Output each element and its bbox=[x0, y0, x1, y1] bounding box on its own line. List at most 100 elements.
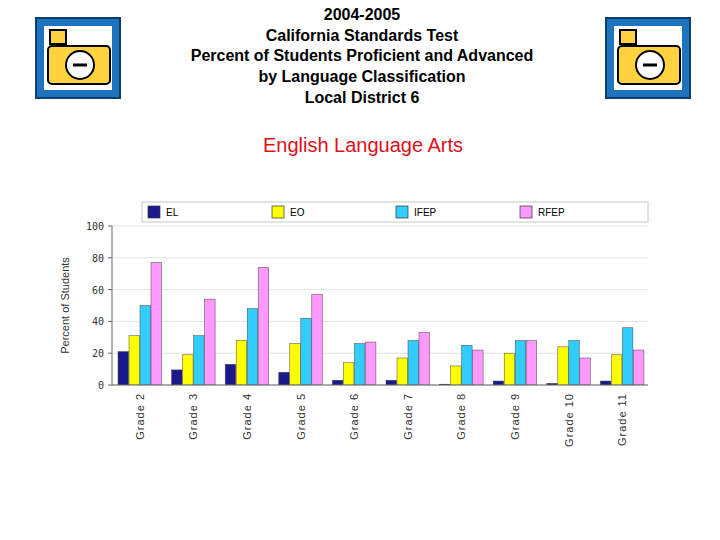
bar bbox=[225, 364, 236, 385]
bar bbox=[332, 380, 343, 385]
bar bbox=[279, 372, 290, 385]
bars bbox=[118, 263, 644, 385]
bar bbox=[493, 381, 504, 385]
bar bbox=[236, 340, 247, 385]
y-tick-label: 100 bbox=[86, 221, 104, 232]
bar bbox=[183, 355, 194, 385]
bar bbox=[386, 380, 397, 385]
y-axis-label: Percent of Students bbox=[59, 257, 71, 354]
tick-mark bbox=[108, 321, 112, 322]
bar bbox=[194, 336, 205, 385]
x-tick-label: Grade 4 bbox=[241, 393, 253, 440]
bar bbox=[600, 381, 611, 385]
icon-flash bbox=[50, 30, 66, 44]
legend-label: EO bbox=[290, 207, 305, 218]
bar bbox=[633, 350, 644, 385]
legend-label: RFEP bbox=[538, 207, 565, 218]
grid-line bbox=[112, 226, 648, 227]
bar bbox=[343, 363, 354, 385]
bar bbox=[151, 263, 162, 385]
bar bbox=[129, 336, 140, 385]
bar bbox=[247, 309, 258, 385]
grid-line bbox=[112, 257, 648, 258]
icon-lens bbox=[636, 51, 664, 79]
legend-label: IFEP bbox=[414, 207, 437, 218]
bar bbox=[515, 340, 526, 385]
header-line: Local District 6 bbox=[305, 89, 420, 106]
bar bbox=[611, 355, 622, 385]
tick-mark bbox=[108, 289, 112, 290]
x-tick-label: Grade 6 bbox=[348, 393, 360, 440]
y-tick-label: 20 bbox=[92, 348, 104, 359]
bar bbox=[558, 347, 569, 385]
bar bbox=[290, 344, 301, 385]
x-tick-label: Grade 7 bbox=[402, 393, 414, 440]
x-axis bbox=[112, 385, 648, 386]
x-tick-label: Grade 2 bbox=[134, 393, 146, 440]
header-line: 2004-2005 bbox=[324, 6, 401, 23]
legend-swatch bbox=[148, 206, 160, 218]
icon-bg bbox=[614, 26, 682, 90]
tick-mark bbox=[108, 257, 112, 258]
icon-lens-mark bbox=[643, 64, 657, 67]
tick-mark bbox=[108, 385, 112, 386]
icon-lens-mark bbox=[73, 64, 87, 67]
icon-frame bbox=[606, 18, 690, 98]
legend: EL EO IFEP RFEP bbox=[142, 202, 648, 222]
icon-lens bbox=[66, 51, 94, 79]
bar bbox=[205, 299, 216, 385]
x-tick-label: Grade 8 bbox=[455, 393, 467, 440]
header-line: California Standards Test bbox=[266, 27, 459, 44]
bar bbox=[569, 340, 580, 385]
bar bbox=[365, 342, 376, 385]
x-tick-label: Grade 11 bbox=[616, 393, 628, 446]
icon-flash bbox=[620, 30, 636, 44]
y-tick-label: 80 bbox=[92, 253, 104, 264]
tick-mark bbox=[108, 353, 112, 354]
bar bbox=[622, 328, 633, 385]
legend-swatch bbox=[272, 206, 284, 218]
camera-icon bbox=[606, 18, 690, 98]
bar bbox=[140, 306, 151, 386]
legend-swatch bbox=[520, 206, 532, 218]
bar bbox=[172, 370, 183, 385]
icon-body bbox=[618, 46, 680, 84]
bar bbox=[354, 344, 365, 385]
y-tick-label: 60 bbox=[92, 285, 104, 296]
canvas: 2004-2005 California Standards Test Percen… bbox=[0, 0, 720, 540]
icon-bg bbox=[44, 26, 112, 90]
grid-line bbox=[112, 321, 648, 322]
bar bbox=[504, 353, 515, 385]
tick-mark bbox=[108, 226, 112, 227]
bar bbox=[419, 333, 430, 385]
bar bbox=[408, 340, 419, 385]
y-axis bbox=[112, 226, 113, 385]
icon-body bbox=[48, 46, 110, 84]
y-tick-label: 40 bbox=[92, 316, 104, 327]
bar bbox=[312, 294, 323, 385]
legend-box bbox=[142, 202, 648, 222]
bar bbox=[258, 267, 269, 385]
x-tick-label: Grade 5 bbox=[295, 393, 307, 440]
bar bbox=[397, 358, 408, 385]
bar bbox=[301, 318, 312, 385]
bar bbox=[451, 366, 462, 385]
x-tick-label: Grade 10 bbox=[563, 393, 575, 447]
icon-frame bbox=[36, 18, 120, 98]
header-line: by Language Classification bbox=[258, 68, 465, 85]
x-tick-label: Grade 9 bbox=[509, 393, 521, 440]
bar bbox=[118, 352, 129, 385]
bar bbox=[473, 350, 484, 385]
x-tick-label: Grade 3 bbox=[187, 393, 199, 440]
grid-line bbox=[112, 289, 648, 290]
legend-label: EL bbox=[166, 207, 179, 218]
bar bbox=[580, 358, 591, 385]
header-line: Percent of Students Proficient and Advan… bbox=[191, 47, 534, 64]
camera-icon bbox=[36, 18, 120, 98]
grid-line bbox=[112, 385, 648, 386]
legend-swatch bbox=[396, 206, 408, 218]
page: 2004-2005 California Standards Test Percen… bbox=[0, 0, 720, 540]
y-tick-label: 0 bbox=[98, 380, 104, 391]
chart-title: English Language Arts bbox=[263, 134, 463, 156]
bar bbox=[526, 340, 537, 385]
